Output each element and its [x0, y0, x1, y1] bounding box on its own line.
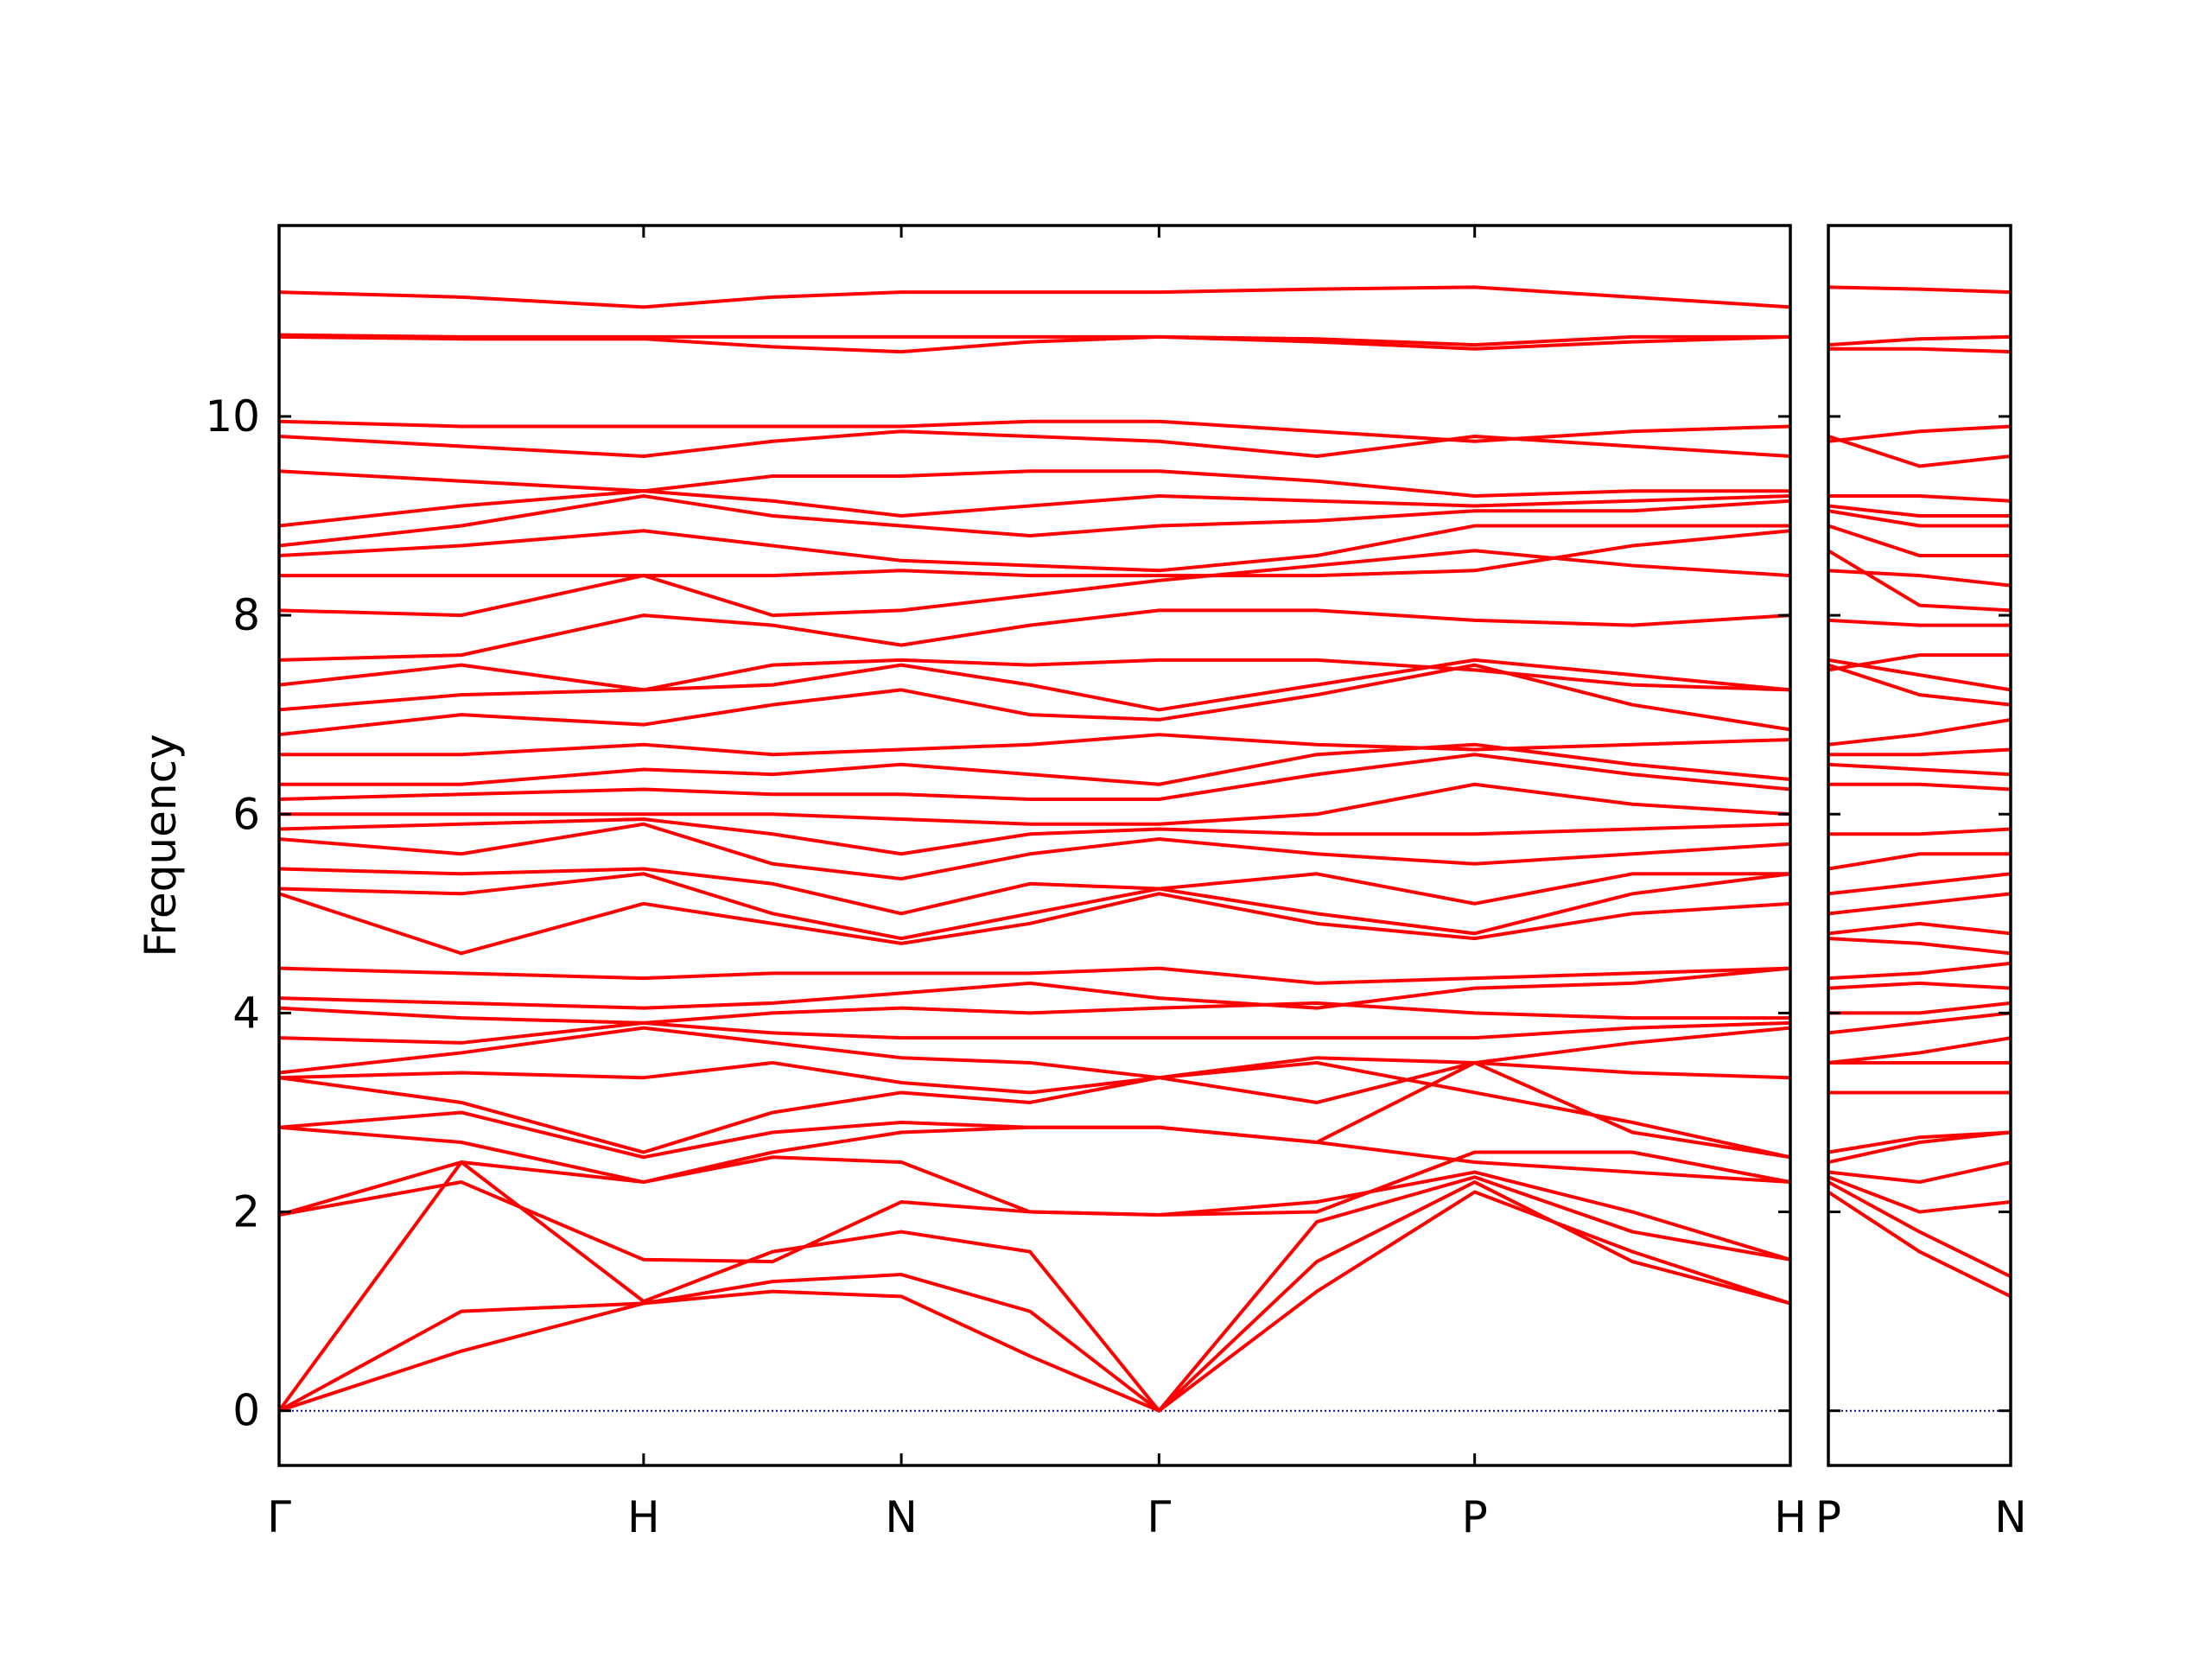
band-line [279, 1060, 1790, 1160]
band-line [279, 892, 1790, 956]
band-line [1828, 509, 2011, 528]
x-tick-label: N [885, 1492, 917, 1542]
band-line [279, 1170, 1790, 1264]
band-line [279, 1125, 1790, 1185]
band-line [1828, 663, 2011, 707]
band-line [1828, 504, 2011, 518]
band-line [279, 1180, 1790, 1413]
band-line [279, 782, 1790, 826]
y-tick-label: 2 [232, 1187, 260, 1237]
plot-area [279, 285, 1790, 1413]
panel: 0 2 4 6 8 10 Γ H N Γ P H Frequency [136, 224, 1807, 1542]
band-line [1828, 1036, 2011, 1065]
band-line [1828, 892, 2011, 916]
band-line [279, 822, 1790, 881]
band-line [1828, 494, 2011, 503]
band-line [279, 489, 1790, 528]
y-tick-label: 8 [232, 590, 260, 640]
band-line [1828, 747, 2011, 757]
band-line [279, 1026, 1790, 1104]
y-tick-label: 10 [205, 391, 260, 442]
band-line [279, 1060, 1790, 1160]
band-line [279, 333, 1790, 347]
y-tick-label: 0 [232, 1386, 260, 1436]
band-line [1828, 1160, 2011, 1185]
x-tick-label: P [1462, 1492, 1488, 1542]
band-line [279, 1150, 1790, 1217]
band-line [1828, 569, 2011, 588]
band-line [1828, 1130, 2011, 1154]
band-line [1828, 346, 2011, 354]
band-line [1828, 921, 2011, 936]
band-line [1828, 549, 2011, 613]
band-line [1828, 1001, 2011, 1015]
band-line [279, 817, 1790, 856]
band-line [1828, 852, 2011, 871]
x-tick-label: Γ [1147, 1492, 1171, 1542]
band-line [1828, 1180, 2011, 1279]
x-tick-label: N [1994, 1492, 2026, 1542]
band-line [279, 658, 1790, 712]
band-line [1828, 653, 2011, 672]
band-line [279, 1160, 1790, 1413]
y-tick-label: 4 [232, 988, 260, 1038]
band-line [1828, 872, 2011, 896]
band-line [1828, 937, 2011, 956]
band-line [279, 1001, 1790, 1025]
band-line [1828, 717, 2011, 747]
axes-frame [277, 224, 1792, 1467]
band-line [1828, 285, 2011, 295]
band-line [1828, 524, 2011, 558]
band-line [279, 966, 1790, 985]
band-line [1828, 981, 2011, 990]
band-line [279, 469, 1790, 499]
band-line [279, 419, 1790, 443]
band-line [279, 549, 1790, 618]
band-line [279, 658, 1790, 692]
band-line [279, 663, 1790, 737]
axes-frame [1827, 224, 2012, 1467]
band-line [1828, 618, 2011, 627]
y-axis-label: Frequency [136, 734, 186, 957]
band-line [1828, 424, 2011, 443]
band-line [279, 867, 1790, 916]
band-line [1828, 762, 2011, 777]
band-line [279, 529, 1790, 578]
band-line [279, 966, 1790, 1010]
band-line [1828, 782, 2011, 791]
band-line [279, 1056, 1790, 1095]
band-line [279, 608, 1790, 662]
band-line [1828, 334, 2011, 347]
band-line [279, 742, 1790, 786]
band-line [1828, 1175, 2011, 1214]
x-tick-label: Γ [267, 1492, 291, 1542]
y-tick-label: 6 [232, 789, 260, 839]
plot-area [1828, 285, 2011, 1412]
band-line [1828, 435, 2011, 468]
band-line [1828, 1190, 2011, 1299]
x-tick-label: P [1815, 1492, 1841, 1542]
band-line [279, 494, 1790, 548]
x-tick-label: H [627, 1492, 660, 1542]
band-line [279, 285, 1790, 309]
band-line [279, 334, 1790, 354]
band-line [1828, 827, 2011, 836]
band-line [279, 524, 1790, 573]
band-line [279, 1190, 1790, 1413]
x-tick-label: H [1774, 1492, 1807, 1542]
band-line [1828, 961, 2011, 981]
band-line [279, 753, 1790, 801]
band-line [279, 872, 1790, 941]
band-line [1828, 1011, 2011, 1035]
band-line [279, 733, 1790, 757]
band-line [279, 1020, 1790, 1045]
